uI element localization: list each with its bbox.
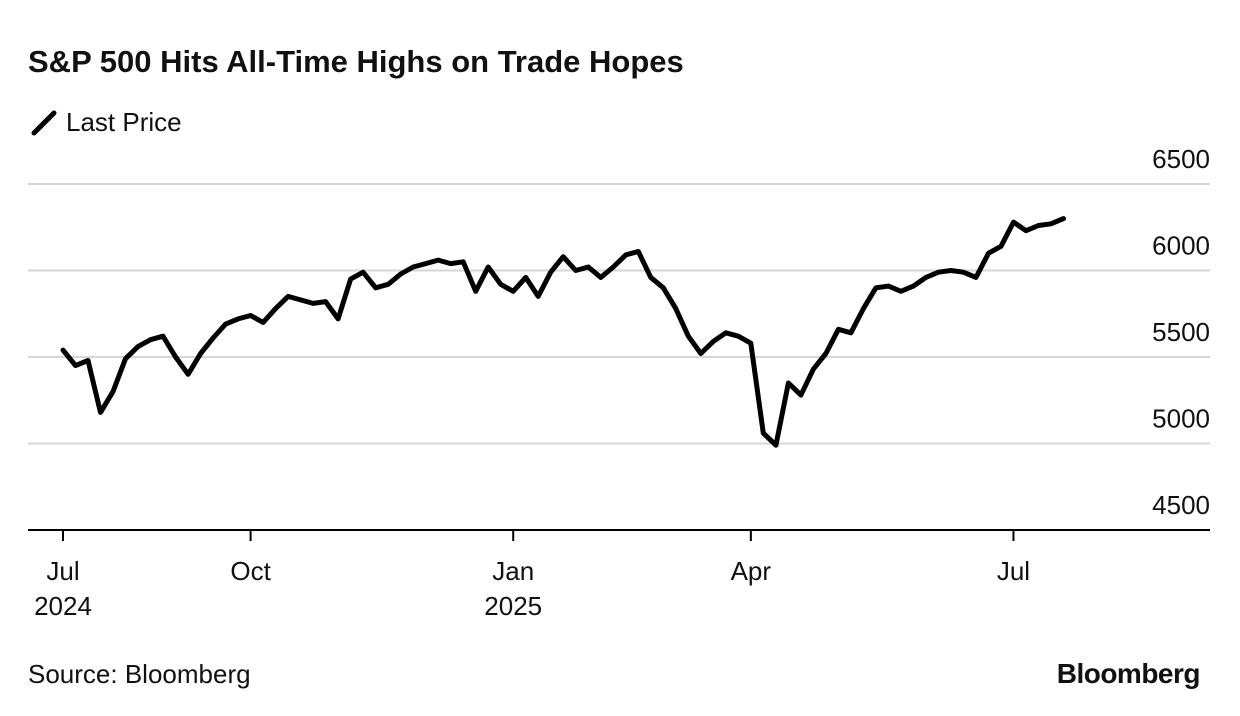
legend-swatch	[31, 110, 57, 136]
y-tick-label: 6500	[1152, 144, 1210, 174]
brand: Bloomberg	[1057, 658, 1200, 689]
y-tick-label: 4500	[1152, 490, 1210, 520]
price-line	[60, 216, 1066, 448]
y-tick-label: 5500	[1152, 317, 1210, 347]
chart-title: S&P 500 Hits All-Time Highs on Trade Hop…	[28, 44, 684, 79]
legend-label: Last Price	[66, 107, 182, 137]
y-tick-label: 5000	[1152, 404, 1210, 434]
source: Source: Bloomberg	[28, 659, 251, 689]
x-tick-label: Jul 2024	[34, 556, 92, 621]
x-tick-label: Jul	[997, 556, 1030, 586]
x-tick-label: Apr	[731, 556, 772, 586]
x-tick-label: Oct	[230, 556, 271, 586]
x-tick-label: Jan 2025	[484, 556, 542, 621]
y-tick-label: 6000	[1152, 231, 1210, 261]
